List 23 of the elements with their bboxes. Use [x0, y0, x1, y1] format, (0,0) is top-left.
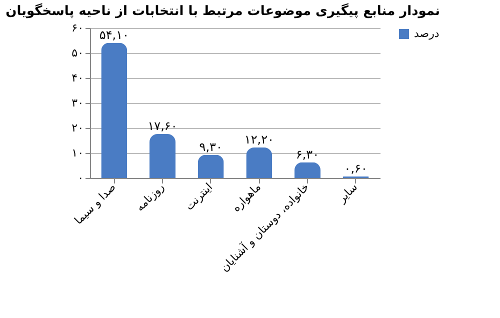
bar: [246, 148, 272, 178]
x-tick-label: اینترنت: [182, 180, 216, 213]
data-label: ۰,۶۰: [344, 162, 368, 176]
legend-label: درصد: [414, 27, 440, 40]
y-tick-label: ۵۰: [72, 46, 84, 60]
data-label: ۱۷,۶۰: [148, 119, 178, 133]
data-label: ۵۴,۱۰: [99, 28, 129, 42]
y-tick-label: ۳۰: [72, 96, 84, 110]
bar: [150, 134, 176, 178]
data-label: ۶,۳۰: [296, 147, 320, 162]
y-tick-label: ۲۰: [72, 122, 84, 134]
bar: [294, 162, 320, 178]
chart-title: نمودار منابع پیگیری موضوعات مرتبط با انتخابات از ناحیه پاسخگویان: [6, 3, 440, 19]
y-tick-label: ۴۰: [72, 72, 84, 84]
y-tick-label: ۱۰: [72, 146, 84, 160]
x-tick-label: روزنامه: [133, 180, 167, 214]
x-tick-label: سایر: [334, 180, 360, 206]
y-tick-label: ۶۰: [72, 22, 84, 34]
data-label: ۱۲,۲۰: [244, 132, 274, 146]
bar: [101, 42, 128, 178]
bar: [198, 154, 224, 178]
data-label: ۹,۳۰: [199, 140, 222, 154]
x-tick-label: ماهواره: [230, 180, 264, 214]
